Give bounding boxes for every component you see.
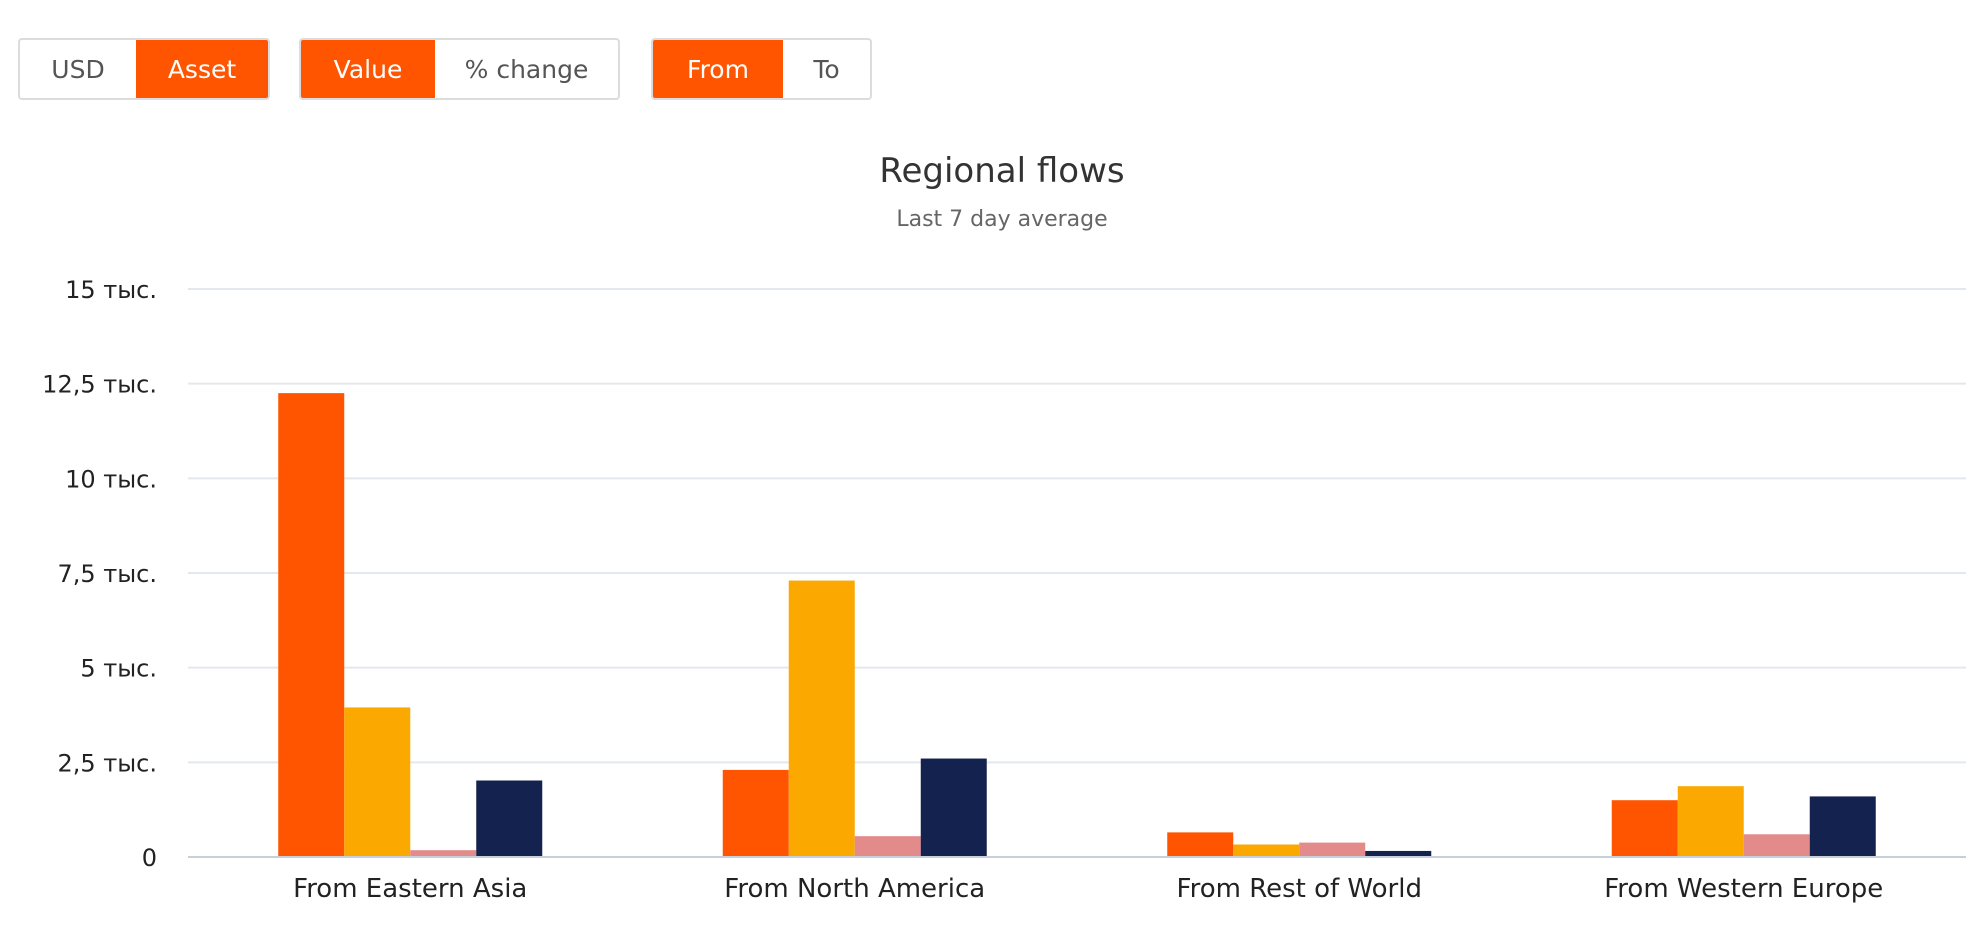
unit-toggle-group: USD Asset [18,38,270,100]
to-button[interactable]: To [813,54,840,84]
bar[interactable] [1611,800,1678,857]
measure-toggle-group: Value % change [299,38,620,100]
bar[interactable] [1167,832,1234,857]
bar[interactable] [1809,796,1876,857]
chart-title: Regional flows [879,151,1124,191]
bar[interactable] [476,780,543,857]
x-axis-labels: From Eastern Asia From North America From … [293,874,1883,904]
y-tick-label: 15 тыс. [65,276,157,304]
bar[interactable] [344,707,411,857]
direction-toggle-group: From To [651,38,872,100]
bar[interactable] [1233,844,1300,857]
x-category-label: From Eastern Asia [293,874,527,904]
from-button[interactable]: From [653,40,783,98]
percent-change-button[interactable]: % change [464,54,589,84]
bar[interactable] [1677,786,1744,857]
y-axis-ticks: 0 2,5 тыс. 5 тыс. 7,5 тыс. 10 тыс. 12,5 тыс. 1… [42,276,157,872]
x-category-label: From North America [724,874,985,904]
bar[interactable] [1743,834,1810,857]
bar[interactable] [854,836,921,857]
x-category-label: From Rest of World [1177,874,1422,904]
chart-subtitle: Last 7 day average [896,207,1107,232]
bar[interactable] [410,850,477,857]
y-tick-label: 0 [142,844,157,872]
y-tick-label: 5 тыс. [80,655,157,683]
bar[interactable] [722,769,789,857]
bar[interactable] [788,580,855,857]
bar[interactable] [1365,850,1432,857]
y-tick-label: 7,5 тыс. [57,560,157,588]
x-category-label: From Western Europe [1604,874,1883,904]
asset-button[interactable]: Asset [136,40,268,98]
bar[interactable] [278,393,345,857]
y-tick-label: 12,5 тыс. [42,371,157,399]
usd-button[interactable]: USD [51,54,105,84]
y-tick-label: 10 тыс. [65,465,157,493]
value-button[interactable]: Value [301,40,435,98]
bar[interactable] [1299,842,1366,857]
gridlines [188,288,1966,764]
y-tick-label: 2,5 тыс. [57,749,157,777]
bar[interactable] [920,758,987,857]
bars [278,393,1876,857]
